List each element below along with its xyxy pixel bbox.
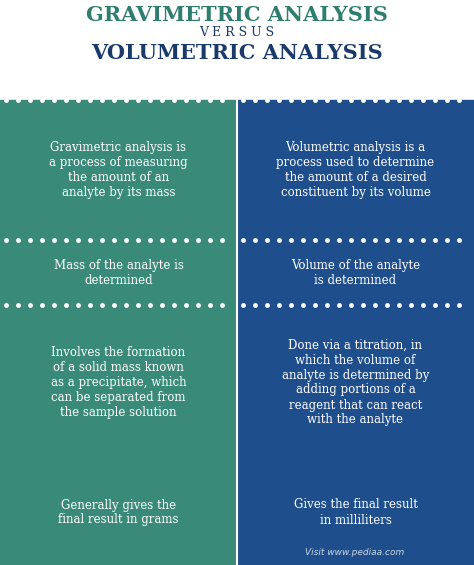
Text: Visit www.pediaa.com: Visit www.pediaa.com [305,548,405,557]
Bar [0,240,237,305]
Bar [237,240,474,305]
Text: Volumetric analysis is a
process used to determine
the amount of a desired
const: Volumetric analysis is a process used to… [276,141,435,199]
Text: V E R S U S: V E R S U S [200,27,274,40]
Bar [0,460,237,565]
Text: Mass of the analyte is
determined: Mass of the analyte is determined [54,259,183,286]
Bar [237,460,474,565]
Bar [237,305,474,460]
Text: GRAVIMETRIC ANALYSIS: GRAVIMETRIC ANALYSIS [86,5,388,25]
Text: Involves the formation
of a solid mass known
as a precipitate, which
can be sepa: Involves the formation of a solid mass k… [51,346,186,419]
Text: Volume of the analyte
is determined: Volume of the analyte is determined [291,259,420,286]
Bar [0,305,237,460]
Bar [0,0,474,100]
Bar [0,100,237,240]
Text: Gravimetric analysis is
a process of measuring
the amount of an
analyte by its m: Gravimetric analysis is a process of mea… [49,141,188,199]
Bar [237,100,474,240]
Text: Done via a titration, in
which the volume of
analyte is determined by
adding por: Done via a titration, in which the volum… [282,338,429,427]
Text: Gives the final result
in milliliters: Gives the final result in milliliters [293,498,418,527]
Text: Generally gives the
final result in grams: Generally gives the final result in gram… [58,498,179,527]
Text: VOLUMETRIC ANALYSIS: VOLUMETRIC ANALYSIS [91,43,383,63]
